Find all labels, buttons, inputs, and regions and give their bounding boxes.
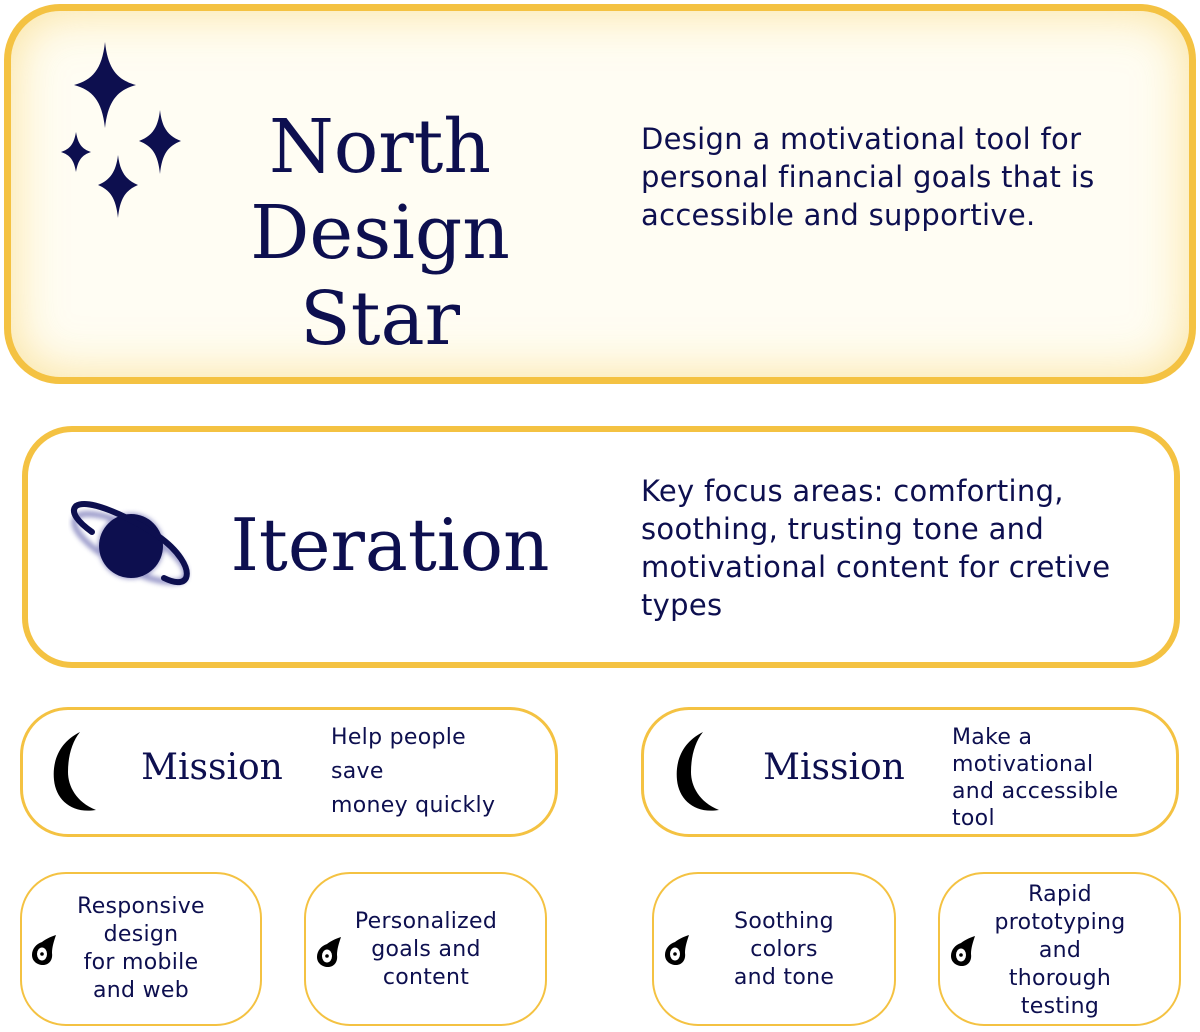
feature-line: prototyping xyxy=(994,910,1126,935)
comet-icon xyxy=(951,936,975,966)
mission-left-line: save xyxy=(331,759,384,784)
feature-line: goals and xyxy=(371,937,481,962)
mission-description-right: Make a motivational and accessible tool xyxy=(952,724,1172,832)
comet-icon xyxy=(665,935,689,965)
mission-right-line: tool xyxy=(952,806,995,831)
feature-line: colors xyxy=(750,937,818,962)
mission-right-line: motivational xyxy=(952,752,1094,777)
feature-line: and web xyxy=(93,978,189,1003)
mission-right-line: and accessible xyxy=(952,779,1119,804)
feature-line: testing xyxy=(1020,994,1100,1019)
mission-left-line: Help people xyxy=(331,725,467,750)
mission-right-line: Make a xyxy=(952,725,1033,750)
planet-icon xyxy=(71,501,190,586)
crescent-moon-icon xyxy=(53,732,96,811)
feature-line: and xyxy=(1038,938,1082,963)
mission-card-left xyxy=(20,707,558,837)
crescent-moon-icon xyxy=(676,732,719,811)
feature-line: Responsive xyxy=(77,894,205,919)
feature-text-rapid: Rapid prototyping and thorough testing xyxy=(980,881,1140,1021)
comet-icon xyxy=(317,937,341,967)
feature-text-soothing: Soothing colors and tone xyxy=(700,908,868,992)
sparkle-stars-icon xyxy=(61,42,181,218)
north-star-title-line1: North xyxy=(268,104,492,190)
north-star-title-line2: Design Star xyxy=(250,190,510,362)
iteration-card xyxy=(22,426,1180,668)
feature-card-personalized xyxy=(304,872,547,1026)
mission-title-left: Mission xyxy=(141,747,283,788)
north-star-title: North Design Star xyxy=(160,104,600,362)
mission-description-left: Help people save money quickly xyxy=(331,721,551,823)
feature-card-rapid xyxy=(938,872,1181,1026)
iteration-description: Key focus areas: comforting, soothing, t… xyxy=(641,474,1111,622)
iteration-title: Iteration xyxy=(230,503,550,587)
feature-line: Personalized xyxy=(354,909,498,934)
feature-card-soothing xyxy=(652,872,896,1026)
feature-text-responsive: Responsive design for mobile and web xyxy=(58,893,224,1005)
feature-line: Rapid xyxy=(1028,882,1092,907)
feature-line: and tone xyxy=(733,965,835,990)
feature-card-responsive xyxy=(20,872,262,1026)
feature-line: for mobile xyxy=(83,950,199,975)
feature-line: content xyxy=(382,965,470,990)
north-star-card xyxy=(4,4,1196,384)
feature-line: thorough xyxy=(1008,966,1112,991)
comet-icon xyxy=(32,935,56,965)
mission-title-right: Mission xyxy=(763,747,905,788)
mission-left-line: money quickly xyxy=(331,793,496,818)
feature-line: Soothing xyxy=(734,909,834,934)
mission-card-right xyxy=(641,707,1179,837)
north-star-description: Design a motivational tool for personal … xyxy=(641,122,1095,232)
feature-line: design xyxy=(103,922,179,947)
feature-text-personalized: Personalized goals and content xyxy=(341,908,511,992)
